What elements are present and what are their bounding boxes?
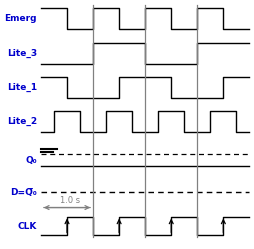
Text: Emerg: Emerg: [5, 14, 37, 23]
Text: Lite_2: Lite_2: [7, 117, 37, 126]
Text: Q₀: Q₀: [25, 156, 37, 165]
Text: D=Q̅₀: D=Q̅₀: [10, 188, 37, 197]
Text: Lite_1: Lite_1: [7, 83, 37, 92]
Text: CLK: CLK: [18, 222, 37, 231]
Text: 1.0 s: 1.0 s: [59, 196, 80, 205]
Text: Lite_3: Lite_3: [7, 49, 37, 58]
